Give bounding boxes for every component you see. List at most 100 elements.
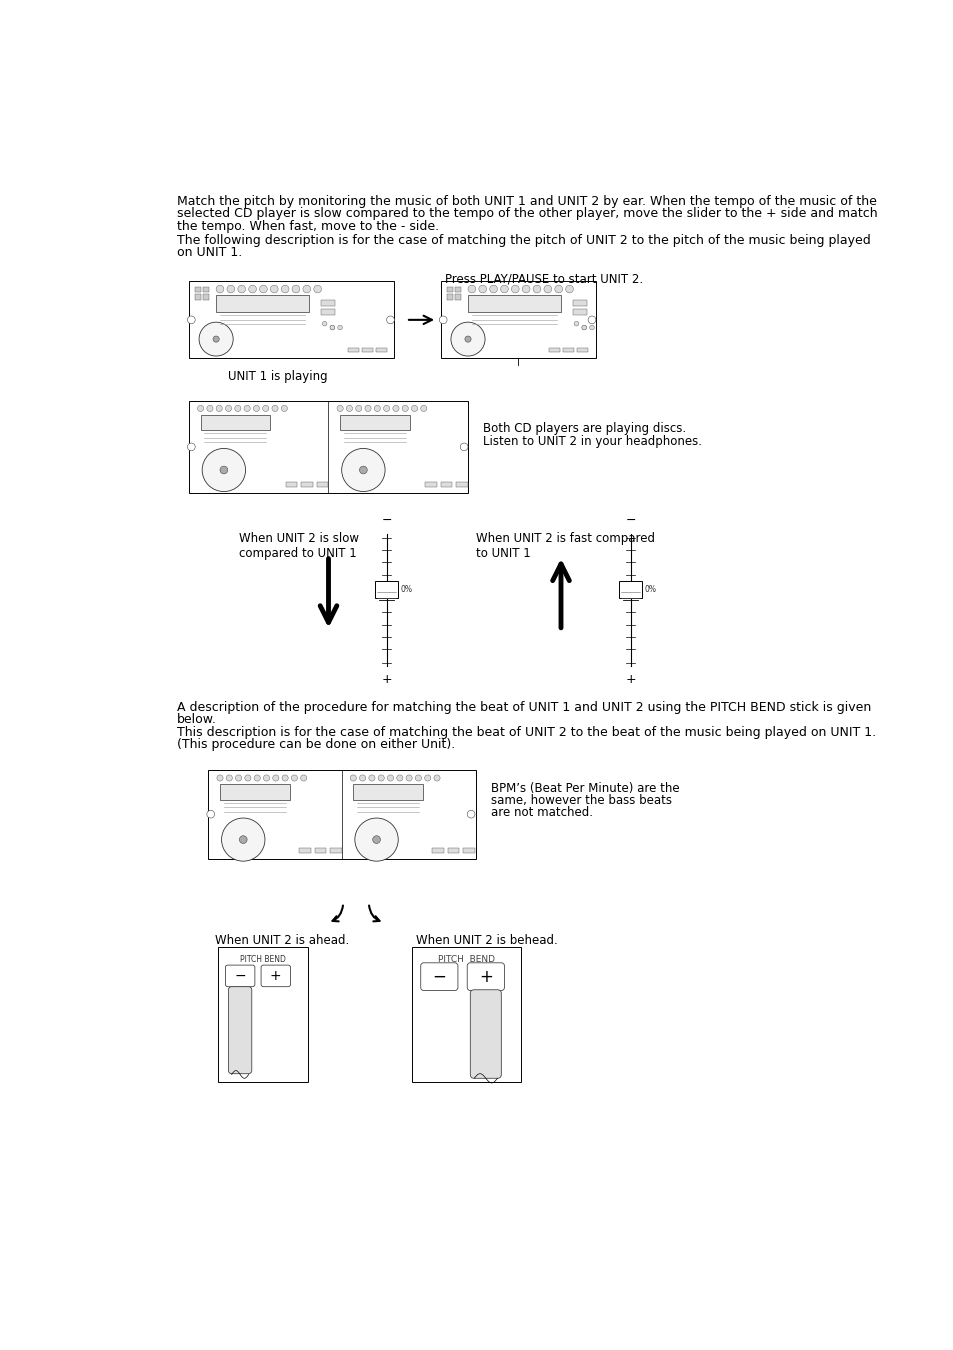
Bar [447, 848, 459, 853]
Circle shape [355, 405, 361, 412]
Circle shape [330, 325, 335, 329]
Circle shape [207, 405, 213, 412]
Text: When UNIT 2 is behead.: When UNIT 2 is behead. [416, 934, 558, 946]
Bar [463, 848, 475, 853]
Bar [316, 482, 328, 487]
Text: selected CD player is slow compared to the tempo of the other player, move the s: selected CD player is slow compared to t… [177, 208, 877, 220]
Bar [298, 848, 311, 853]
Text: PITCH  BEND: PITCH BEND [437, 956, 495, 964]
FancyBboxPatch shape [229, 987, 252, 1073]
Circle shape [587, 316, 596, 324]
Text: +: + [270, 969, 281, 983]
Text: are not matched.: are not matched. [491, 806, 593, 819]
Text: +: + [625, 674, 636, 686]
Bar [314, 848, 326, 853]
Circle shape [314, 285, 321, 293]
Text: 0%: 0% [400, 585, 412, 594]
Circle shape [239, 836, 247, 844]
Circle shape [263, 775, 270, 782]
Circle shape [374, 405, 380, 412]
Circle shape [589, 325, 594, 329]
Text: Press PLAY/PAUSE to start UNIT 2.: Press PLAY/PAUSE to start UNIT 2. [444, 273, 642, 285]
Circle shape [292, 285, 299, 293]
Text: −: − [625, 514, 636, 526]
Circle shape [259, 285, 267, 293]
Circle shape [555, 285, 562, 293]
Text: same, however the bass beats: same, however the bass beats [491, 794, 672, 807]
Circle shape [346, 405, 353, 412]
Circle shape [467, 810, 475, 818]
Circle shape [464, 336, 471, 342]
Circle shape [337, 325, 342, 329]
Bar [456, 482, 468, 487]
Circle shape [253, 775, 260, 782]
Circle shape [220, 466, 228, 474]
Circle shape [500, 285, 508, 293]
Circle shape [424, 775, 431, 782]
Circle shape [369, 775, 375, 782]
FancyBboxPatch shape [261, 965, 291, 987]
Text: This description is for the case of matching the beat of UNIT 2 to the beat of t: This description is for the case of matc… [177, 726, 876, 738]
Text: the tempo. When fast, move to the - side.: the tempo. When fast, move to the - side… [177, 220, 439, 232]
FancyBboxPatch shape [467, 963, 504, 991]
Circle shape [468, 285, 476, 293]
Circle shape [249, 285, 256, 293]
Bar [320, 300, 335, 306]
Circle shape [225, 405, 232, 412]
Circle shape [253, 405, 259, 412]
Bar [330, 848, 341, 853]
Circle shape [322, 321, 327, 325]
Circle shape [291, 775, 297, 782]
Circle shape [226, 775, 233, 782]
Circle shape [411, 405, 417, 412]
Bar [200, 414, 270, 429]
Text: compared to UNIT 1: compared to UNIT 1 [239, 547, 356, 560]
Circle shape [383, 405, 390, 412]
Bar [447, 294, 453, 300]
Text: to UNIT 1: to UNIT 1 [476, 547, 530, 560]
Circle shape [451, 323, 484, 356]
Circle shape [216, 405, 222, 412]
Bar [375, 580, 397, 598]
Bar [572, 309, 586, 316]
Circle shape [199, 323, 233, 356]
Circle shape [581, 325, 586, 329]
Circle shape [262, 405, 269, 412]
Bar [577, 347, 587, 352]
Circle shape [187, 443, 195, 451]
Circle shape [350, 775, 356, 782]
Circle shape [386, 316, 394, 324]
Circle shape [207, 810, 214, 818]
Bar [189, 401, 468, 493]
Bar [447, 286, 453, 292]
Circle shape [373, 836, 380, 844]
Circle shape [336, 405, 343, 412]
Bar [440, 482, 452, 487]
Text: When UNIT 2 is slow: When UNIT 2 is slow [239, 532, 359, 544]
Bar [320, 309, 335, 316]
Circle shape [533, 285, 540, 293]
Bar [218, 948, 307, 1083]
Circle shape [439, 316, 447, 324]
Circle shape [273, 775, 278, 782]
Bar [203, 286, 209, 292]
FancyBboxPatch shape [420, 963, 457, 991]
Bar [203, 294, 209, 300]
Circle shape [300, 775, 307, 782]
Circle shape [245, 775, 251, 782]
Circle shape [459, 443, 468, 451]
Bar [208, 771, 476, 859]
Circle shape [521, 285, 530, 293]
Bar [340, 414, 410, 429]
Bar [572, 300, 586, 306]
Bar [195, 294, 201, 300]
Circle shape [387, 775, 394, 782]
Circle shape [221, 818, 265, 861]
Circle shape [543, 285, 551, 293]
Circle shape [434, 775, 439, 782]
Text: −: − [234, 969, 246, 983]
Bar [440, 281, 596, 358]
Circle shape [197, 405, 204, 412]
FancyBboxPatch shape [470, 990, 500, 1079]
Text: (This procedure can be done on either Unit).: (This procedure can be done on either Un… [177, 738, 456, 751]
